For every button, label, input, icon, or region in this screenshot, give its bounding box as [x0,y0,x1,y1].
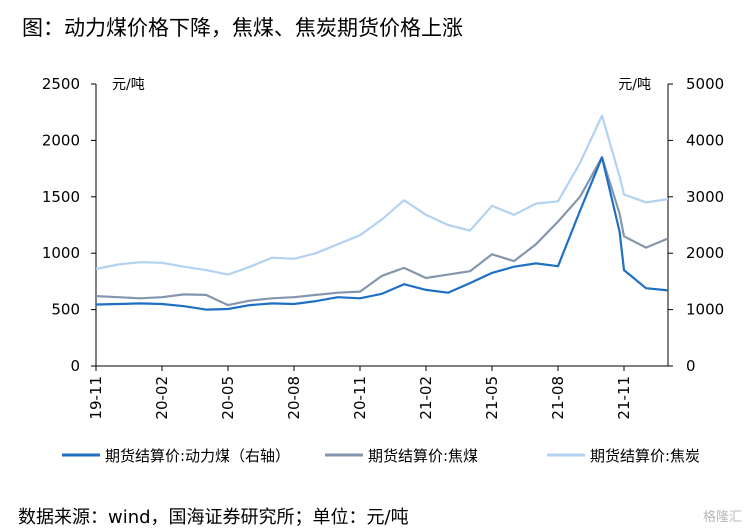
left-axis-unit: 元/吨 [112,77,145,93]
chart-title: 图：动力煤价格下降，焦煤、焦炭期货价格上涨 [22,16,463,40]
x-tick-label: 21-11 [615,376,633,420]
x-tick-label: 20-02 [153,376,171,420]
right-tick-label: 5000 [686,75,724,93]
series-layer [95,114,669,311]
left-tick-label: 1500 [42,188,80,206]
x-tick-label: 20-11 [351,376,369,420]
left-tick-label: 500 [51,301,80,319]
legend-label: 期货结算价:焦煤 [368,447,478,465]
right-axis-unit: 元/吨 [618,77,651,93]
x-tick-label: 21-08 [549,376,567,420]
x-tick-label: 21-02 [417,376,435,420]
x-tick-label: 20-08 [285,376,303,420]
series-line [95,114,669,276]
left-tick-label: 2500 [42,75,80,93]
left-tick-label: 1000 [42,244,80,262]
source-note: 数据来源：wind，国海证券研究所；单位：元/吨 [18,507,409,528]
right-tick-label: 4000 [686,131,724,149]
x-tick-label: 21-05 [483,376,501,420]
watermark: 格隆汇 [702,510,742,525]
series-line [95,156,669,311]
right-tick-label: 2000 [686,244,724,262]
right-tick-label: 1000 [686,301,724,319]
right-tick-label: 0 [686,357,696,375]
right-tick-label: 3000 [686,188,724,206]
legend-label: 期货结算价:焦炭 [590,447,700,465]
chart-axes: 0 500 1000 1500 2000 2500 0 1000 2000 3000 4000 500… [42,75,724,420]
left-tick-label: 2000 [42,131,80,149]
x-tick-label: 19-11 [87,376,105,420]
series-line [95,156,669,307]
legend-label: 期货结算价:动力煤（右轴） [105,447,290,465]
x-tick-label: 20-05 [219,376,237,420]
legend: 期货结算价:动力煤（右轴） 期货结算价:焦煤 期货结算价:焦炭 [62,447,700,465]
left-tick-label: 0 [70,357,80,375]
